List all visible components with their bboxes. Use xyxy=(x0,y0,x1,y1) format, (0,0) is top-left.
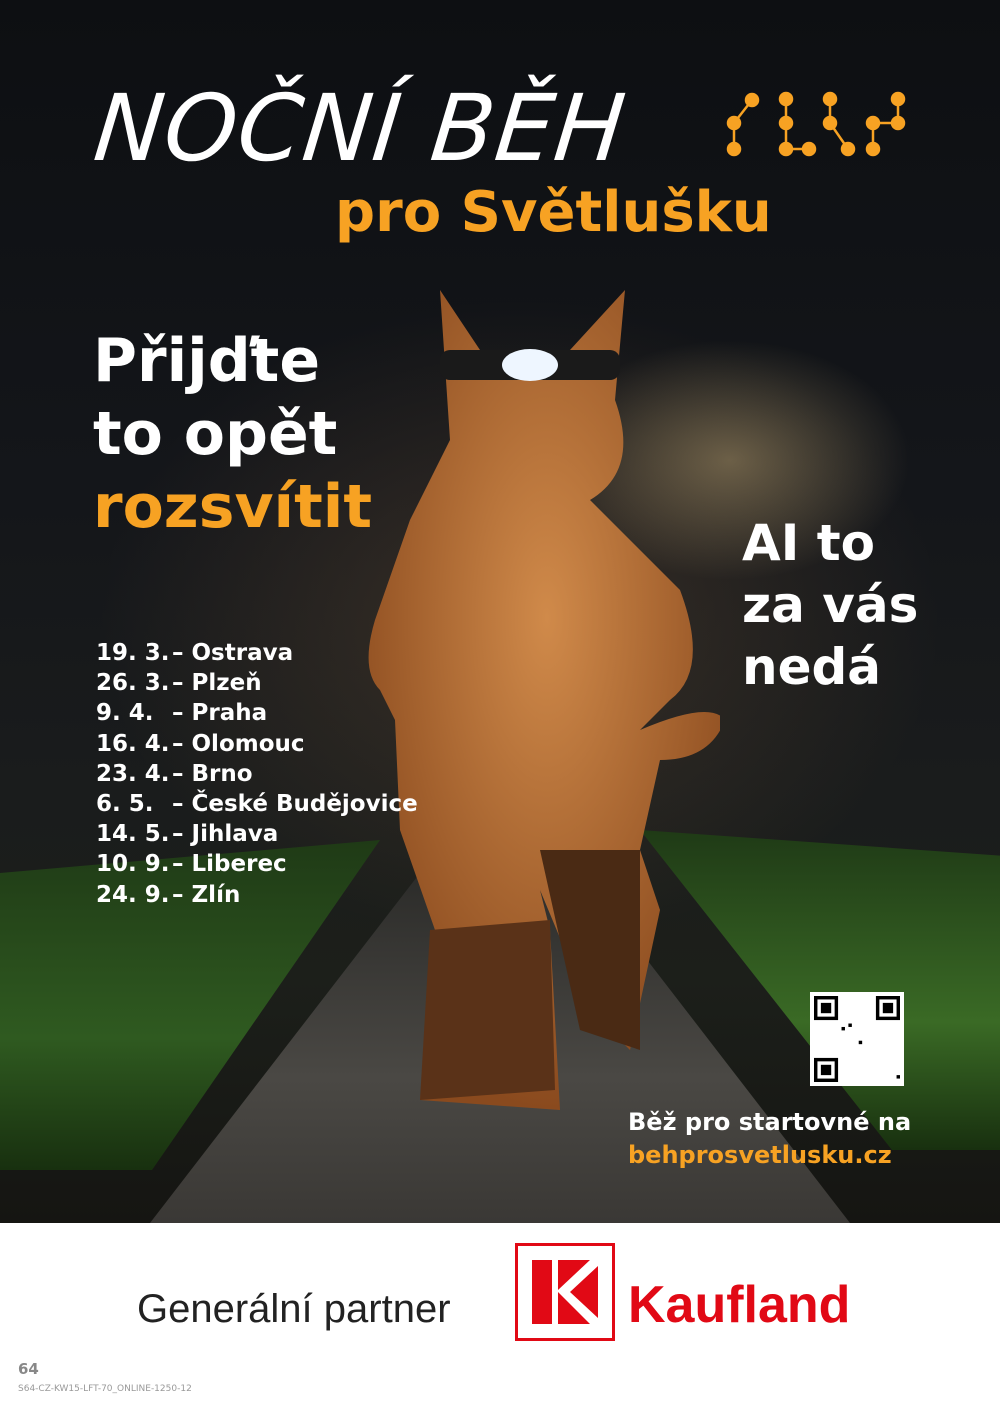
event-date: 24. 9. xyxy=(96,881,170,908)
event-date-row: 23. 4. – Brno xyxy=(96,759,418,789)
document-code: S64-CZ-KW15-LFT-70_ONLINE-1250-12 xyxy=(18,1384,192,1394)
event-city: – Zlín xyxy=(172,881,241,908)
event-date-row: 24. 9. – Zlín xyxy=(96,880,418,910)
event-dates-list: 19. 3. – Ostrava 26. 3. – Plzeň 9. 4. – Praha… xyxy=(96,638,418,910)
event-city: – Olomouc xyxy=(172,730,305,757)
event-date-row: 16. 4. – Olomouc xyxy=(96,729,418,759)
running-cat-illustration xyxy=(368,290,720,1110)
event-city: – České Budějovice xyxy=(172,791,418,818)
slogan: AI to za vás nedá xyxy=(742,512,918,698)
kaufland-logo-icon xyxy=(515,1243,615,1341)
event-title: NOČNÍ BĚH xyxy=(89,75,631,182)
event-date-row: 6. 5. – České Budějovice xyxy=(96,789,418,819)
call-to-action: Běž pro startovné na behprosvetlusku.cz xyxy=(628,1106,911,1172)
cta-text: Běž pro startovné na xyxy=(628,1108,912,1136)
headline-highlight: rozsvítit xyxy=(93,472,373,542)
event-date-row: 26. 3. – Plzeň xyxy=(96,668,418,698)
headline-line: Přijďte xyxy=(93,326,321,396)
event-date-row: 19. 3. – Ostrava xyxy=(96,638,418,668)
headline-line: to opět xyxy=(93,399,338,469)
slogan-line: nedá xyxy=(742,638,882,696)
event-date: 16. 4. xyxy=(96,730,170,757)
event-city: – Brno xyxy=(172,760,253,787)
event-date: 6. 5. xyxy=(96,791,154,818)
event-city: – Plzeň xyxy=(172,670,262,697)
event-city: – Liberec xyxy=(172,851,287,878)
page-number: 64 xyxy=(18,1360,39,1378)
event-city: – Ostrava xyxy=(172,640,294,666)
event-city: – Jihlava xyxy=(172,821,279,848)
event-date-row: 14. 5. – Jihlava xyxy=(96,819,418,849)
qr-code[interactable] xyxy=(810,992,904,1086)
event-date: 26. 3. xyxy=(96,670,170,697)
event-subtitle: pro Světlušku xyxy=(335,180,772,245)
brand-name: Kaufland xyxy=(628,1276,851,1334)
website-link[interactable]: behprosvetlusku.cz xyxy=(628,1141,892,1169)
event-date-row: 9. 4. – Praha xyxy=(96,698,418,728)
event-date: 14. 5. xyxy=(96,821,170,848)
event-date: 10. 9. xyxy=(96,851,170,878)
svetluska-logo-icon xyxy=(726,91,906,157)
event-date: 9. 4. xyxy=(96,700,154,727)
event-date: 23. 4. xyxy=(96,760,170,787)
event-date: 19. 3. xyxy=(96,640,170,666)
slogan-line: AI to xyxy=(742,514,875,572)
event-date-row: 10. 9. – Liberec xyxy=(96,849,418,879)
poster-image: NOČNÍ BĚH pro Světlušku Přijďte to opět … xyxy=(0,0,1000,1223)
partner-label: Generální partner xyxy=(137,1287,451,1331)
slogan-line: za vás xyxy=(742,576,919,634)
headline: Přijďte to opět rozsvítit xyxy=(93,325,372,544)
event-city: – Praha xyxy=(172,700,268,727)
